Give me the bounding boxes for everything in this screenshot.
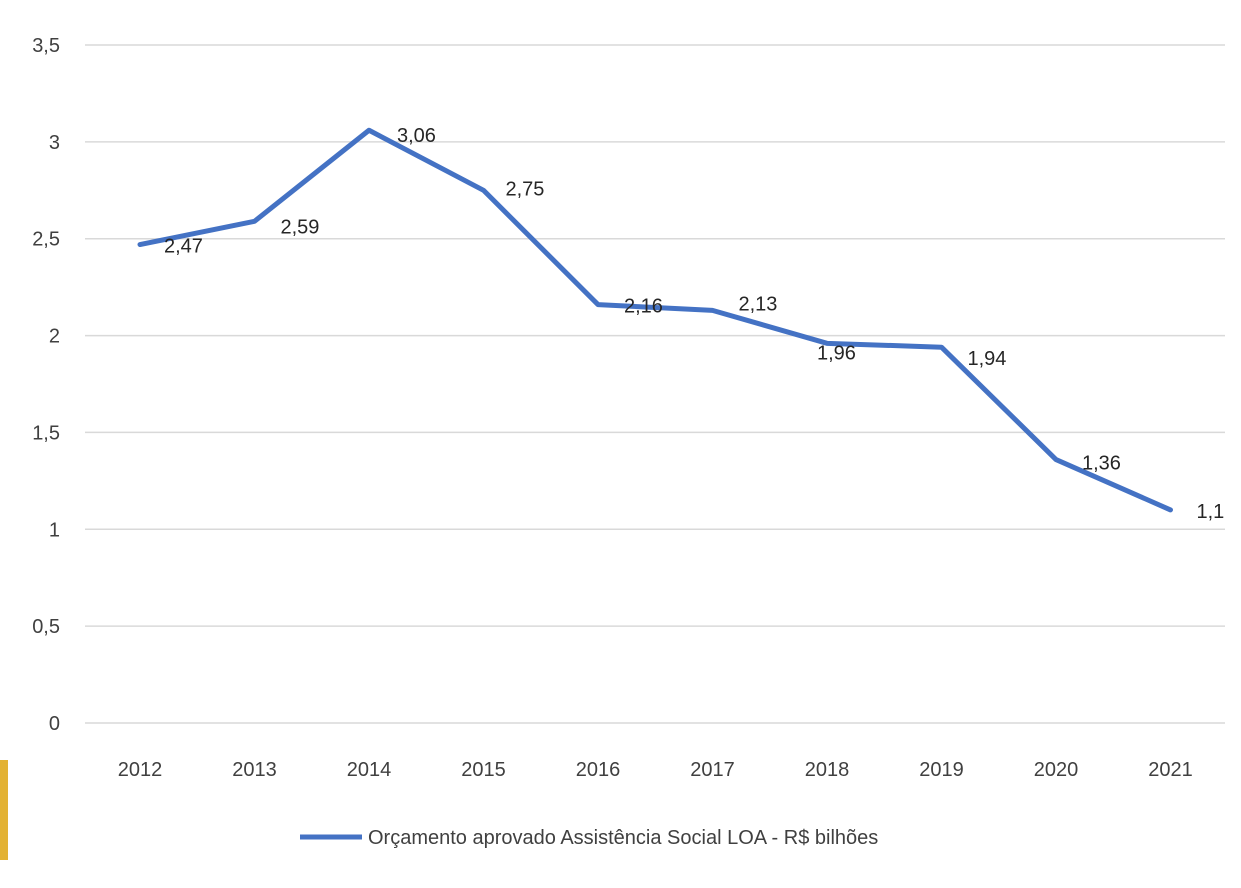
data-label: 2,75: [506, 178, 545, 200]
data-label: 2,16: [624, 296, 663, 318]
y-tick-label: 0: [49, 713, 60, 735]
data-label: 1,94: [968, 348, 1007, 370]
series-line: [137, 127, 1173, 513]
x-tick-label: 2012: [118, 759, 163, 781]
x-tick-label: 2021: [1148, 759, 1193, 781]
y-tick-label: 1: [49, 519, 60, 541]
x-tick-label: 2018: [805, 759, 850, 781]
data-label: 3,06: [397, 125, 436, 147]
x-tick-label: 2019: [919, 759, 964, 781]
x-tick-label: 2017: [690, 759, 735, 781]
data-label: 1,96: [817, 342, 856, 364]
legend: Orçamento aprovado Assistência Social LO…: [300, 827, 878, 849]
data-label: 2,59: [281, 216, 320, 238]
y-tick-label: 2: [49, 326, 60, 348]
x-tick-label: 2013: [232, 759, 277, 781]
data-label: 2,13: [739, 293, 778, 315]
x-tick-label: 2020: [1034, 759, 1079, 781]
y-tick-label: 0,5: [32, 616, 60, 638]
data-label: 2,47: [164, 236, 203, 258]
x-tick-label: 2015: [461, 759, 506, 781]
x-tick-label: 2016: [576, 759, 621, 781]
edge-strip: [0, 760, 8, 860]
y-tick-label: 3,5: [32, 35, 60, 57]
data-label: 1,1: [1197, 501, 1225, 523]
y-tick-label: 3: [49, 132, 60, 154]
series-lines: [137, 127, 1173, 513]
data-labels: 2,47 2,59 3,06 2,75 2,16 2,13 1,96 1,94 1,36 1,1: [164, 125, 1224, 523]
gridlines: [85, 44, 1225, 724]
x-axis-tick-labels: 2012 2013 2014 2015 2016 2017 2018 2019 2020 2021: [118, 759, 1193, 781]
x-tick-label: 2014: [347, 759, 392, 781]
legend-label: Orçamento aprovado Assistência Social LO…: [368, 827, 878, 849]
y-tick-label: 1,5: [32, 422, 60, 444]
y-tick-label: 2,5: [32, 229, 60, 251]
data-label: 1,36: [1082, 453, 1121, 475]
y-axis-tick-labels: 0 0,5 1 1,5 2 2,5 3 3,5: [32, 35, 60, 735]
